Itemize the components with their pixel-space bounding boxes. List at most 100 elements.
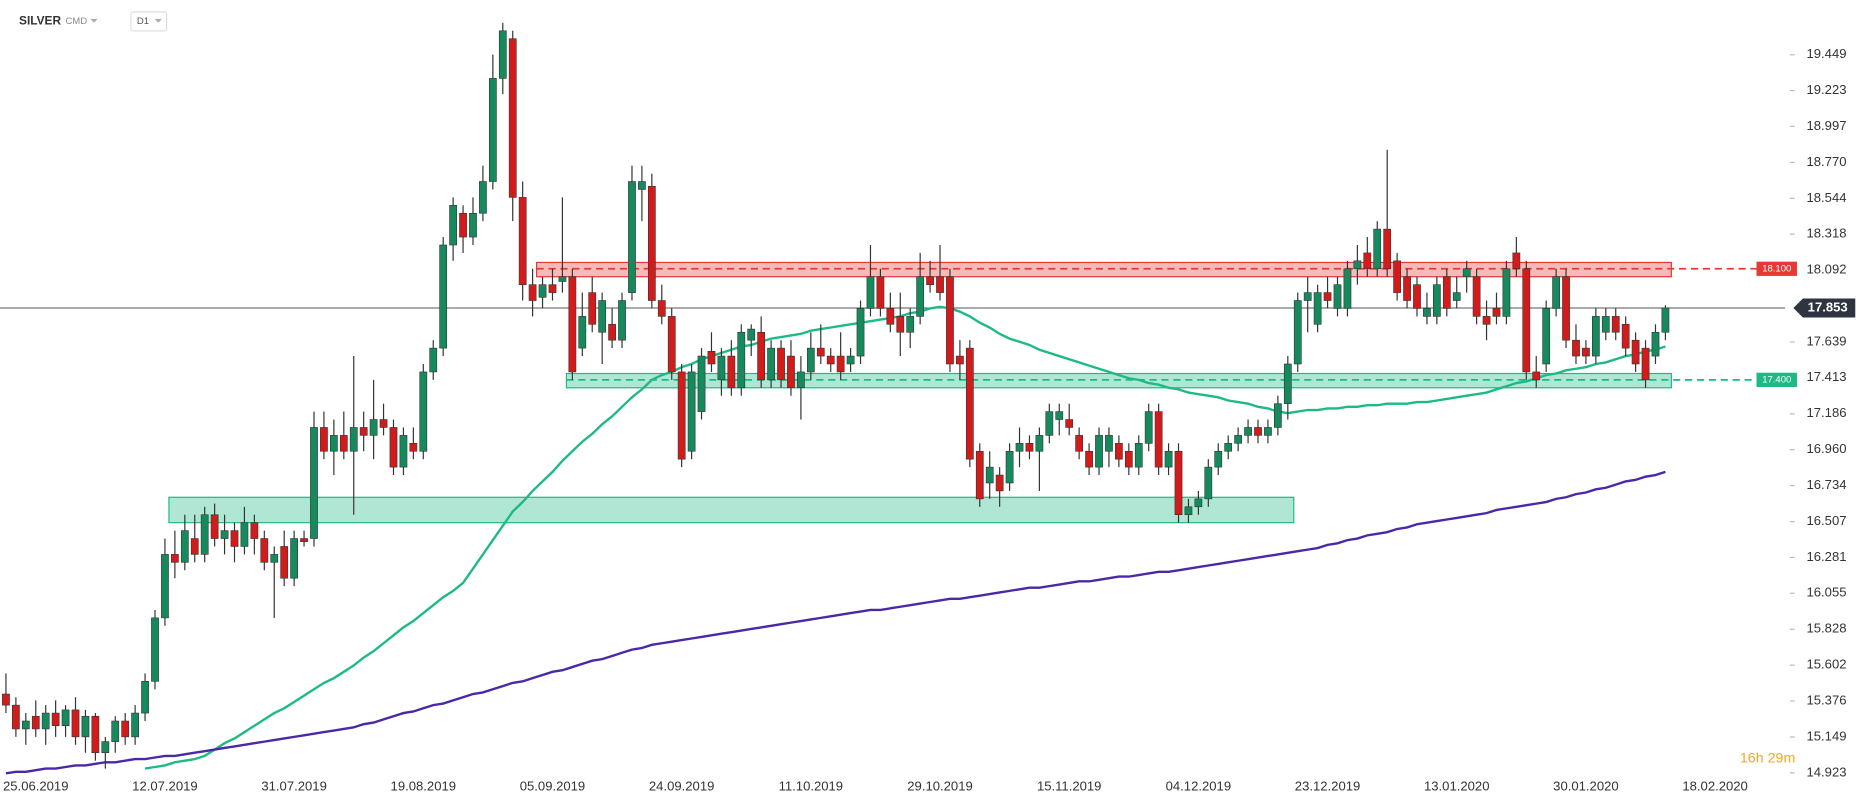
candle-body [1224, 443, 1233, 452]
candle-body [1621, 324, 1630, 349]
candle-body [1641, 347, 1650, 381]
candle-body [677, 371, 686, 460]
candle-body [1572, 339, 1580, 357]
level-tag [1756, 372, 1797, 387]
interval-box[interactable] [130, 11, 168, 32]
candle-body [1462, 268, 1471, 278]
candle-body [956, 355, 964, 365]
candle-body [1383, 228, 1392, 270]
candle-body [1363, 252, 1372, 270]
candle-body [657, 300, 666, 317]
candle-body [1025, 443, 1034, 452]
candle-body [707, 350, 716, 365]
candle-body [737, 331, 746, 389]
dropdown-caret[interactable] [90, 19, 98, 23]
candle-body [777, 347, 785, 381]
candle-body [1403, 276, 1411, 301]
y-tick-label: 18.318 [1806, 226, 1846, 241]
timer: 16h 29m [1740, 750, 1796, 766]
candle-body [528, 284, 537, 301]
candle-body [131, 712, 139, 738]
candle-body [1631, 339, 1640, 365]
candle-body [1482, 316, 1491, 325]
symbol[interactable]: SILVER [19, 14, 61, 28]
y-tick-label: 15.828 [1806, 621, 1846, 636]
x-tick-label: 24.09.2019 [649, 779, 714, 794]
candle-body [399, 435, 408, 468]
candle-body [1323, 292, 1332, 301]
candle-body [151, 617, 159, 682]
candle-body [409, 443, 418, 452]
candle-body [608, 324, 616, 341]
candle-body [508, 38, 517, 198]
candle-body [1353, 260, 1362, 270]
candle-body [439, 244, 448, 349]
candle-body [667, 316, 676, 373]
candle-body [1522, 268, 1531, 373]
y-tick-label: 19.223 [1806, 82, 1846, 97]
candle-body [260, 538, 269, 563]
candle-body [339, 435, 348, 452]
candle-body [449, 205, 457, 246]
candle-body [121, 720, 130, 738]
candle-body [1661, 307, 1670, 333]
candle-body [1601, 316, 1610, 333]
candle-body [1472, 276, 1481, 317]
candle-body [1264, 427, 1272, 436]
candle-body [1283, 363, 1292, 404]
candle-body [896, 316, 905, 333]
candle-body [1174, 450, 1183, 516]
y-tick-label: 19.449 [1806, 46, 1846, 61]
candle-body [101, 741, 110, 754]
x-tick-label: 30.01.2020 [1553, 779, 1618, 794]
candle-body [866, 276, 875, 309]
zone [168, 496, 1295, 524]
candle-body [1134, 443, 1143, 468]
candle-body [1591, 316, 1600, 357]
candle-body [1303, 292, 1312, 301]
y-tick-label: 17.413 [1806, 369, 1846, 384]
candle-body [1502, 268, 1511, 317]
candle-body [638, 181, 646, 190]
candle-body [1244, 427, 1252, 436]
candle-body [1085, 450, 1093, 468]
candle-body [687, 371, 696, 452]
candle-body [538, 284, 547, 298]
candle-body [1432, 284, 1441, 317]
y-tick-label: 17.186 [1806, 405, 1846, 420]
candle-body [797, 371, 805, 389]
candle-body [767, 347, 775, 381]
candle-body [190, 538, 199, 555]
candle-body [1562, 276, 1570, 341]
candle-body [1651, 331, 1660, 357]
candle-body [171, 554, 179, 563]
market[interactable]: CMD [65, 16, 87, 27]
x-tick-label: 11.10.2019 [779, 779, 844, 794]
candle-body [369, 419, 378, 436]
candle-body [111, 720, 120, 742]
y-tick-label: 18.092 [1806, 262, 1846, 277]
candle-body [230, 530, 239, 547]
candle-body [1115, 443, 1123, 460]
candle-body [757, 331, 766, 381]
candle-body [518, 197, 527, 285]
candle-body [906, 316, 915, 333]
candle-body [846, 355, 855, 365]
candle-body [598, 300, 607, 333]
interval[interactable]: D1 [137, 16, 149, 27]
candle-body [1512, 252, 1521, 270]
dropdown-caret[interactable] [154, 19, 162, 23]
candle-body [578, 316, 587, 349]
y-tick-label: 15.376 [1806, 692, 1846, 707]
x-tick-label: 05.09.2019 [520, 779, 585, 794]
candle-body [926, 276, 934, 285]
candle-body [81, 715, 90, 738]
candle-body [647, 185, 656, 301]
candle-body [310, 427, 318, 539]
y-tick-label: 16.281 [1806, 549, 1846, 564]
candle-body [1611, 316, 1620, 333]
candle-body [1194, 498, 1203, 508]
candle-body [1452, 292, 1461, 301]
candle-body [1582, 347, 1590, 357]
